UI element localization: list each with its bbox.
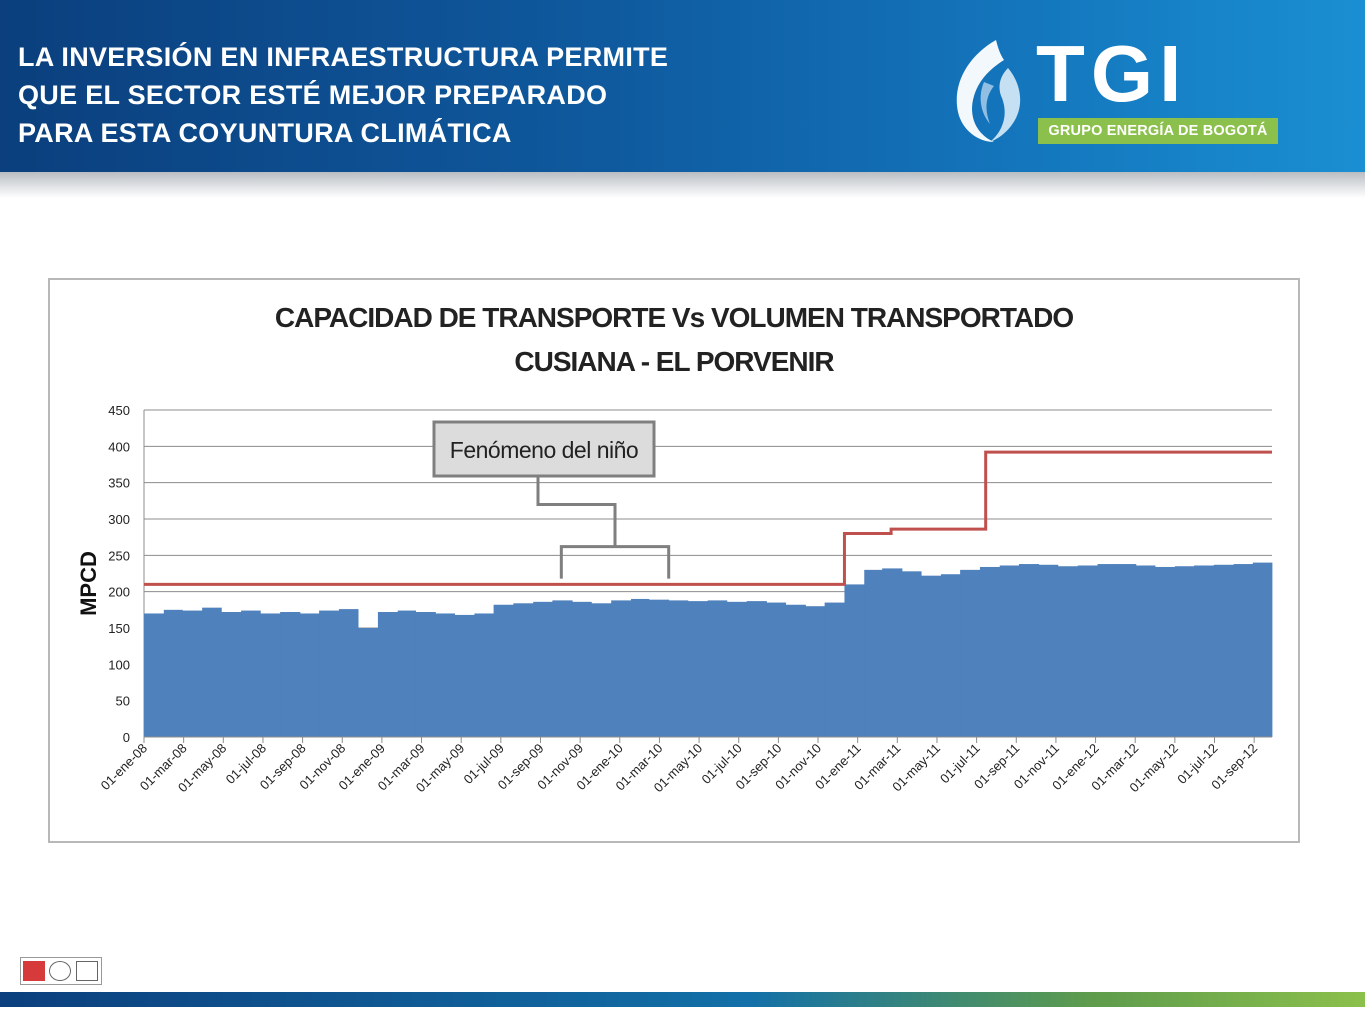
data-bar: [805, 606, 826, 737]
data-bar: [202, 607, 222, 737]
header-shadow: [0, 172, 1365, 198]
data-bar: [299, 613, 320, 737]
bureau-veritas-icon: [49, 961, 71, 981]
data-bar: [1174, 566, 1195, 737]
data-bar: [1233, 564, 1254, 737]
footer-bar: [0, 992, 1365, 1007]
data-bar: [611, 600, 632, 737]
data-bar: [182, 610, 203, 737]
data-bar: [338, 609, 359, 737]
data-bar: [707, 600, 728, 737]
y-tick-label: 300: [108, 512, 130, 527]
data-bar: [163, 609, 183, 737]
data-bar: [668, 600, 689, 737]
data-bar: [785, 604, 806, 737]
data-bar: [1018, 564, 1040, 737]
iso-badge-icon: [23, 961, 45, 981]
data-bar: [746, 601, 767, 737]
data-bar: [844, 584, 865, 737]
y-tick-label: 100: [108, 657, 130, 672]
data-bar: [766, 602, 787, 737]
capacity-line: [144, 450, 1272, 586]
data-bar: [533, 601, 553, 737]
data-bar: [1116, 564, 1137, 737]
data-bar: [454, 614, 475, 737]
slide-title-line-1: LA INVERSIÓN EN INFRAESTRUCTURA PERMITE: [18, 42, 669, 72]
y-tick-label: 0: [123, 730, 130, 745]
y-tick-label: 450: [108, 403, 130, 418]
chart-subtitle: CUSIANA - EL PORVENIR: [514, 346, 834, 377]
logo-subtitle: GRUPO ENERGÍA DE BOGOTÁ: [1038, 118, 1278, 144]
slide-title-line-3: PARA ESTA COYUNTURA CLIMÁTICA: [18, 118, 512, 148]
data-bar: [864, 569, 883, 737]
chart-frame: CAPACIDAD DE TRANSPORTE Vs VOLUMEN TRANS…: [48, 278, 1300, 843]
data-bar: [415, 612, 436, 737]
annotation-box: [432, 420, 656, 478]
tgi-logo: TGI GRUPO ENERGÍA DE BOGOTÁ: [948, 29, 1288, 148]
data-bar: [319, 610, 340, 737]
data-bar: [221, 612, 242, 737]
data-bar: [572, 601, 592, 737]
data-bar: [1194, 565, 1215, 737]
y-tick-label: 50: [116, 694, 130, 709]
logo-wordmark: TGI: [1036, 29, 1188, 118]
data-bar: [1097, 564, 1117, 737]
data-bar: [513, 603, 534, 737]
data-bar: [280, 612, 301, 737]
flame-swirl-icon: [956, 40, 1021, 142]
data-bar: [960, 569, 981, 737]
slide-title: LA INVERSIÓN EN INFRAESTRUCTURA PERMITE …: [18, 38, 838, 152]
annotation-label: Fenómeno del niño: [450, 437, 638, 463]
data-bar: [940, 574, 961, 737]
data-bar: [260, 613, 281, 737]
y-tick-label: 150: [108, 621, 130, 636]
data-bar: [358, 628, 379, 737]
data-bar: [726, 601, 748, 737]
data-bar: [144, 613, 165, 737]
data-bar: [882, 568, 903, 737]
chart-plot: 05010015020025030035040045001-ene-0801-m…: [76, 403, 1273, 795]
data-bar: [397, 610, 417, 737]
data-bar: [824, 602, 845, 737]
slide-title-line-2: QUE EL SECTOR ESTÉ MEJOR PREPARADO: [18, 80, 608, 110]
data-bar: [1077, 565, 1098, 737]
data-bar: [1252, 562, 1273, 737]
data-bar: [1155, 566, 1176, 737]
data-bar: [377, 612, 399, 737]
data-bar: [1038, 564, 1059, 737]
y-tick-label: 200: [108, 585, 130, 600]
data-bar: [1213, 564, 1235, 737]
data-bar: [630, 598, 650, 737]
y-tick-label: 400: [108, 439, 130, 454]
certification-logo: [20, 957, 102, 985]
data-bar: [921, 575, 942, 737]
data-bar: [648, 599, 670, 737]
annotation-connector: [536, 473, 617, 547]
annotation-bracket: [559, 545, 671, 579]
certification-mark-icon: [76, 961, 98, 981]
data-bar: [901, 571, 922, 737]
data-bar: [1057, 566, 1079, 737]
data-bar: [979, 566, 1001, 737]
y-tick-label: 250: [108, 548, 130, 563]
data-bar: [591, 603, 612, 737]
data-bar: [435, 613, 455, 737]
data-bar: [552, 600, 573, 737]
chart-title: CAPACIDAD DE TRANSPORTE Vs VOLUMEN TRANS…: [274, 302, 1074, 333]
slide-header: LA INVERSIÓN EN INFRAESTRUCTURA PERMITE …: [0, 0, 1365, 174]
y-axis-label: MPCD: [76, 551, 101, 616]
data-bar: [1135, 565, 1156, 737]
data-bar: [999, 565, 1020, 737]
data-bar: [474, 613, 494, 737]
data-bar: [687, 601, 709, 737]
data-bar: [493, 604, 514, 737]
y-tick-label: 350: [108, 476, 130, 491]
data-bar: [241, 610, 261, 737]
